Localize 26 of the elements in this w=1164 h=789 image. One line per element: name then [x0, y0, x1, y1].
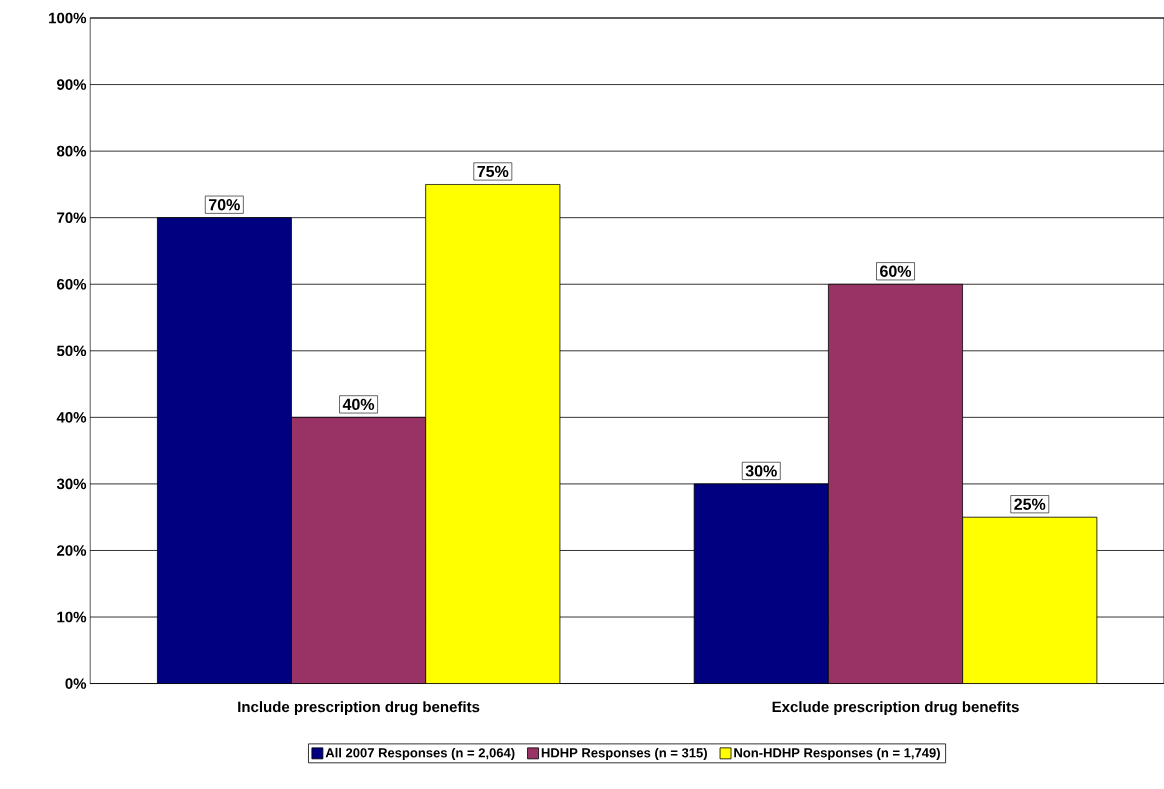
y-tick-label: 20%: [57, 545, 87, 556]
bar: [828, 284, 964, 684]
legend-label: Non-HDHP Responses (n = 1,749): [734, 748, 940, 761]
y-tick-label: 40%: [56, 412, 87, 423]
bar: [291, 417, 427, 684]
y-tick-label: 80%: [56, 145, 87, 157]
legend-label: HDHP Responses (n = 315): [541, 748, 707, 761]
bar: [425, 184, 561, 684]
data-label: 40%: [342, 398, 375, 411]
bar: [962, 516, 1098, 684]
y-tick-label: 30%: [56, 478, 87, 490]
data-label: 75%: [477, 165, 509, 178]
y-tick-label: 60%: [57, 279, 87, 290]
x-tick-label: Include prescription drug benefits: [238, 701, 480, 716]
y-tick-label: 0%: [65, 678, 87, 690]
y-tick-label: 50%: [56, 345, 87, 357]
y-tick-label: 70%: [57, 212, 87, 224]
y-tick-label: 90%: [57, 79, 87, 91]
x-tick-label: Exclude prescription drug benefits: [772, 701, 1019, 716]
legend-label: All 2007 Responses (n = 2,064): [325, 748, 515, 761]
data-label: 70%: [208, 199, 240, 211]
data-label: 60%: [880, 265, 912, 278]
data-label: 25%: [1014, 498, 1046, 511]
y-tick-label: 100%: [49, 12, 87, 24]
y-tick-label: 10%: [57, 611, 87, 623]
data-label: 30%: [745, 465, 777, 477]
